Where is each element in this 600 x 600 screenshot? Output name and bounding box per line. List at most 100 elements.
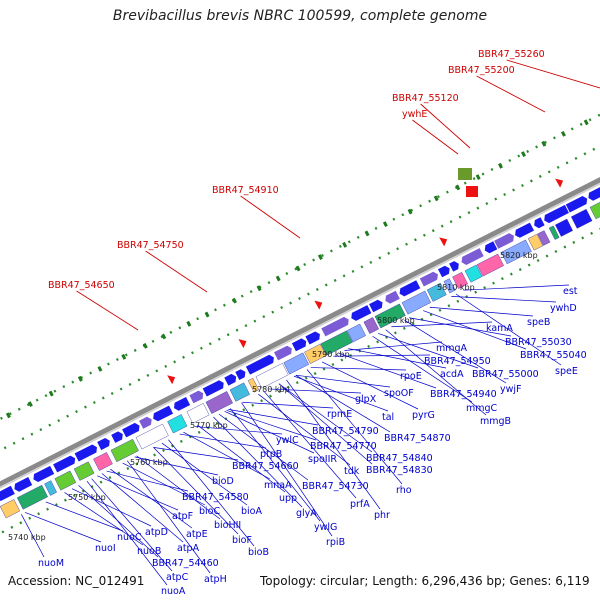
highlight-label: BBR47_55260 <box>478 49 545 60</box>
highlight-label: BBR47_54650 <box>48 280 115 291</box>
dotted-track-mark <box>560 130 566 137</box>
reverse-gene-block <box>537 230 551 246</box>
gene-leader-line <box>385 329 487 416</box>
reverse-gene-block <box>0 499 21 519</box>
gene-label: ywjF <box>500 384 522 395</box>
gene-label: BBR47_54460 <box>152 558 219 569</box>
gene-label: speB <box>527 317 550 328</box>
gene-leader-line <box>86 480 168 586</box>
highlight-leader-line <box>420 103 471 149</box>
gene-label: rpmE <box>327 409 352 420</box>
gene-label: ywlG <box>314 522 337 533</box>
forward-gene-arrow <box>419 271 438 287</box>
gene-label: mmgC <box>466 403 498 414</box>
gene-leader-line <box>226 409 317 441</box>
forward-gene-arrow <box>174 397 191 411</box>
forward-gene-arrow <box>111 431 123 443</box>
kbp-tick-label: 5750 kbp <box>68 493 106 502</box>
dotted-track-mark <box>256 285 262 292</box>
gene-leader-line <box>122 462 206 506</box>
gene-leader-line <box>404 319 507 384</box>
gene-label: tal <box>382 412 394 423</box>
reverse-gene-block <box>283 352 310 375</box>
gene-leader-line <box>378 333 479 369</box>
gene-label: BBR47_54840 <box>366 453 433 464</box>
reverse-gene-block <box>570 208 593 229</box>
forward-gene-arrow <box>588 187 600 201</box>
reverse-gene-block <box>247 377 260 393</box>
reverse-gene-block <box>205 391 233 414</box>
highlight-label: BBR47_55120 <box>392 93 459 104</box>
gene-leader-line <box>333 354 431 357</box>
gene-label: nuoC <box>117 532 142 543</box>
highlight-leader-line <box>76 290 139 331</box>
gene-leader-line <box>110 468 193 529</box>
highlight-label: ywhE <box>402 109 427 120</box>
gene-leader-line <box>168 439 255 547</box>
forward-gene-arrow <box>153 405 174 422</box>
gene-label: ptpB <box>260 449 282 460</box>
gene-leader-line <box>338 353 437 389</box>
highlight-label: BBR47_54910 <box>212 185 279 196</box>
forward-gene-arrow <box>369 299 383 313</box>
forward-gene-arrow <box>291 338 307 352</box>
reverse-gene-block <box>44 480 57 496</box>
gene-label: BBR47_54950 <box>424 356 491 367</box>
gene-leader-line <box>451 296 557 303</box>
dotted-track-mark <box>204 311 210 318</box>
gene-label: glpX <box>355 394 377 405</box>
gene-leader-line <box>134 456 219 476</box>
gene-label: bioF <box>232 535 252 546</box>
gene-leader-line <box>409 317 512 337</box>
reverse-gene-block <box>135 423 169 450</box>
forward-gene-arrow <box>235 369 246 380</box>
gene-leader-line <box>213 416 303 508</box>
forward-gene-arrow <box>449 261 459 272</box>
gene-label: nuoB <box>137 546 161 557</box>
gene-label: BBR47_54940 <box>430 389 497 400</box>
gene-label: rpoE <box>400 371 422 382</box>
dotted-track-mark <box>433 195 439 202</box>
gene-leader-line <box>197 424 286 493</box>
gene-label: BBR47_55040 <box>520 350 587 361</box>
gene-leader-line <box>229 408 321 522</box>
reverse-gene-block <box>548 225 560 240</box>
gene-label: bioD <box>212 476 234 487</box>
dotted-track-mark <box>498 162 503 169</box>
gene-leader-line <box>161 442 248 506</box>
gene-leader-line <box>455 293 562 366</box>
gene-leader-line <box>263 391 357 499</box>
BBR47_55120-marker <box>466 186 478 197</box>
gene-label: atpC <box>166 572 189 583</box>
gene-leader-line <box>136 455 221 520</box>
gene-leader-line <box>391 321 493 328</box>
reverse-gene-block <box>426 282 447 302</box>
gene-label: BBR47_54830 <box>366 465 433 476</box>
reverse-gene-block <box>304 343 327 364</box>
dotted-track-mark <box>27 401 33 408</box>
gene-leader-line <box>242 401 334 409</box>
ywhE-marker <box>458 168 472 180</box>
dotted-track-mark <box>382 221 388 228</box>
forward-gene-arrow <box>461 248 484 265</box>
gene-label: bioA <box>241 506 262 517</box>
reverse-gene-block <box>363 317 379 334</box>
forward-gene-arrow <box>0 485 15 501</box>
gene-leader-line <box>97 475 179 511</box>
gene-leader-line <box>295 374 391 388</box>
highlight-leader-line <box>145 250 208 293</box>
reverse-gene-block <box>589 201 600 220</box>
forward-gene-arrow <box>305 331 320 345</box>
reverse-gene-block <box>452 272 468 289</box>
reverse-gene-block <box>229 382 250 402</box>
gene-label: BBR47_54870 <box>384 433 451 444</box>
kbp-tick-label: 5800 kbp <box>377 316 415 325</box>
highlight-leader-line <box>240 195 301 239</box>
highlight-leader-line <box>506 59 600 89</box>
gene-label: atpH <box>204 574 227 585</box>
reverse-gene-block <box>527 233 544 251</box>
gene-leader-line <box>224 410 315 454</box>
reverse-gene-block <box>16 484 48 510</box>
dotted-track-mark <box>541 140 547 147</box>
forward-gene-arrow <box>74 444 97 462</box>
